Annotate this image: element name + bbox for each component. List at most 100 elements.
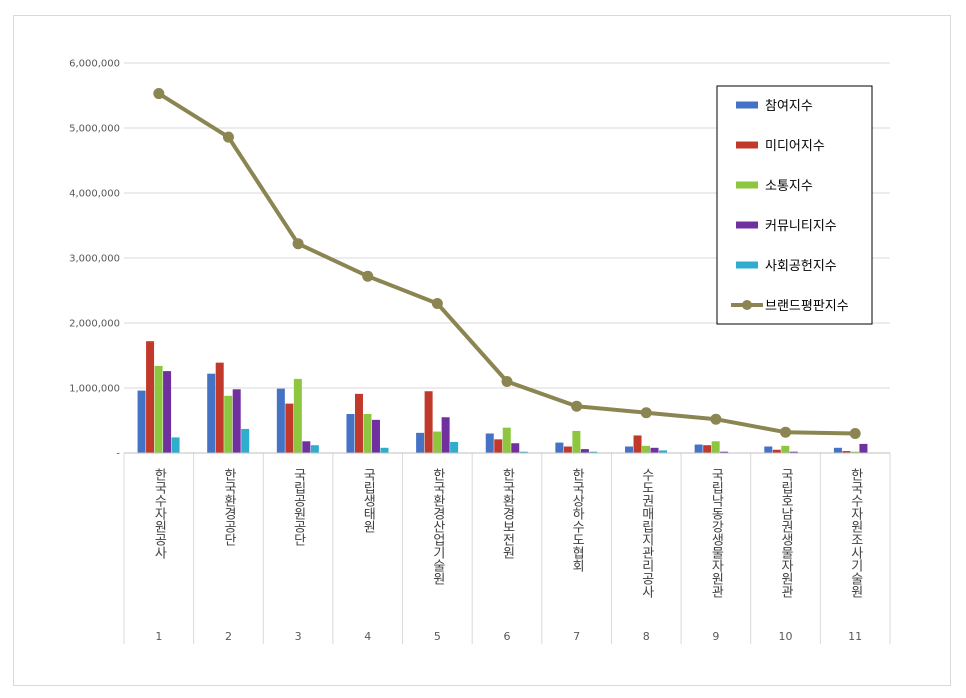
legend-label: 사회공헌지수: [765, 259, 837, 274]
x-axis: 한국수자원공사 1 한국환경공단 2 국립공원공단 3 국립생태원 4 한국환경산업기술원 5 한국…: [123, 452, 891, 644]
bar: [789, 451, 798, 453]
bar: [310, 445, 319, 453]
category-label: 국립호남권생물자원관: [778, 468, 793, 598]
bar: [371, 419, 380, 453]
category-label: 한국수자원조사기술원: [848, 468, 863, 598]
bar: [519, 451, 528, 453]
category-label: 한국환경보전원: [500, 468, 515, 559]
category-label: 국립낙동강생물자원관: [708, 468, 723, 598]
bar: [764, 446, 773, 453]
category-label: 수도권매립지관리공사: [639, 468, 654, 598]
y-tick-label: 1,000,000: [69, 384, 120, 395]
bar: [171, 437, 180, 453]
bar: [441, 417, 450, 453]
y-axis: - 1,000,000 2,000,000 3,000,000 4,000,000 5,0…: [69, 59, 120, 460]
bar: [485, 433, 494, 453]
bar: [642, 445, 651, 453]
line-series: [153, 88, 861, 439]
legend-box: [716, 85, 873, 325]
bar: [563, 446, 572, 453]
legend-swatch: [736, 141, 758, 149]
bar: [224, 395, 233, 453]
bar: [511, 443, 520, 453]
rank-label: 1: [155, 630, 162, 643]
category-label: 국립생태원: [360, 468, 375, 533]
bar: [859, 443, 868, 453]
bar: [589, 451, 598, 453]
line-point: [362, 270, 374, 282]
bar: [781, 445, 790, 453]
combo-chart: - 1,000,000 2,000,000 3,000,000 4,000,000 5,0…: [69, 59, 891, 644]
bar: [241, 428, 250, 453]
bar: [363, 414, 372, 453]
bar: [659, 450, 668, 453]
line-point: [292, 238, 304, 250]
legend-label: 참여지수: [765, 99, 813, 114]
rank-label: 10: [779, 630, 793, 643]
bar: [833, 447, 842, 453]
bar: [346, 414, 355, 453]
bar: [555, 442, 564, 453]
bar: [215, 362, 224, 453]
bar: [154, 365, 163, 453]
bar: [850, 451, 859, 453]
bar: [711, 441, 720, 453]
bar: [285, 403, 294, 453]
gridlines: [124, 62, 890, 454]
bar: [450, 441, 459, 453]
bar: [424, 391, 433, 453]
category-label: 한국수자원공사: [151, 468, 166, 559]
legend-label: 미디어지수: [765, 139, 825, 154]
bar: [694, 444, 703, 453]
y-tick-label: 6,000,000: [69, 59, 120, 70]
chart-frame: - 1,000,000 2,000,000 3,000,000 4,000,000 5,0…: [13, 15, 951, 686]
bar: [137, 390, 146, 453]
bar: [502, 427, 511, 453]
legend-label: 브랜드평판지수: [765, 299, 849, 314]
rank-label: 6: [504, 630, 511, 643]
line-point: [849, 428, 861, 439]
bar: [650, 447, 659, 453]
rank-label: 11: [848, 630, 862, 643]
rank-label: 2: [225, 630, 232, 643]
rank-label: 7: [573, 630, 580, 643]
bar: [416, 432, 425, 453]
category-label: 한국환경산업기술원: [430, 468, 445, 585]
bar: [207, 373, 216, 453]
bar: [633, 435, 642, 453]
bar: [720, 451, 729, 453]
bar: [354, 393, 363, 453]
bar: [580, 449, 589, 453]
y-tick-label: 4,000,000: [69, 189, 120, 200]
bar: [302, 441, 311, 453]
category-label: 한국환경공단: [221, 468, 236, 546]
bar: [703, 445, 712, 453]
line-point: [780, 426, 792, 438]
rank-label: 4: [364, 630, 371, 643]
bar: [433, 431, 442, 453]
bar: [146, 341, 155, 453]
line-point: [571, 400, 583, 412]
y-tick-label: 5,000,000: [69, 124, 120, 135]
line-point: [710, 413, 722, 425]
legend-swatch: [736, 221, 758, 229]
bar-series: [137, 341, 868, 453]
category-label: 한국상하수도협회: [569, 468, 584, 572]
bar: [232, 389, 241, 453]
y-tick-label: 3,000,000: [69, 254, 120, 265]
line-point: [640, 407, 652, 419]
rank-label: 8: [643, 630, 650, 643]
legend-swatch: [736, 261, 758, 269]
bar: [380, 447, 389, 453]
rank-label: 5: [434, 630, 441, 643]
y-tick-label: 2,000,000: [69, 319, 120, 330]
legend-label: 소통지수: [765, 179, 813, 194]
rank-label: 9: [712, 630, 719, 643]
legend-swatch: [742, 300, 752, 310]
bar: [163, 371, 172, 453]
bar: [276, 388, 285, 453]
legend-swatch: [736, 101, 758, 109]
line-point: [501, 376, 513, 387]
line-point: [222, 131, 234, 143]
